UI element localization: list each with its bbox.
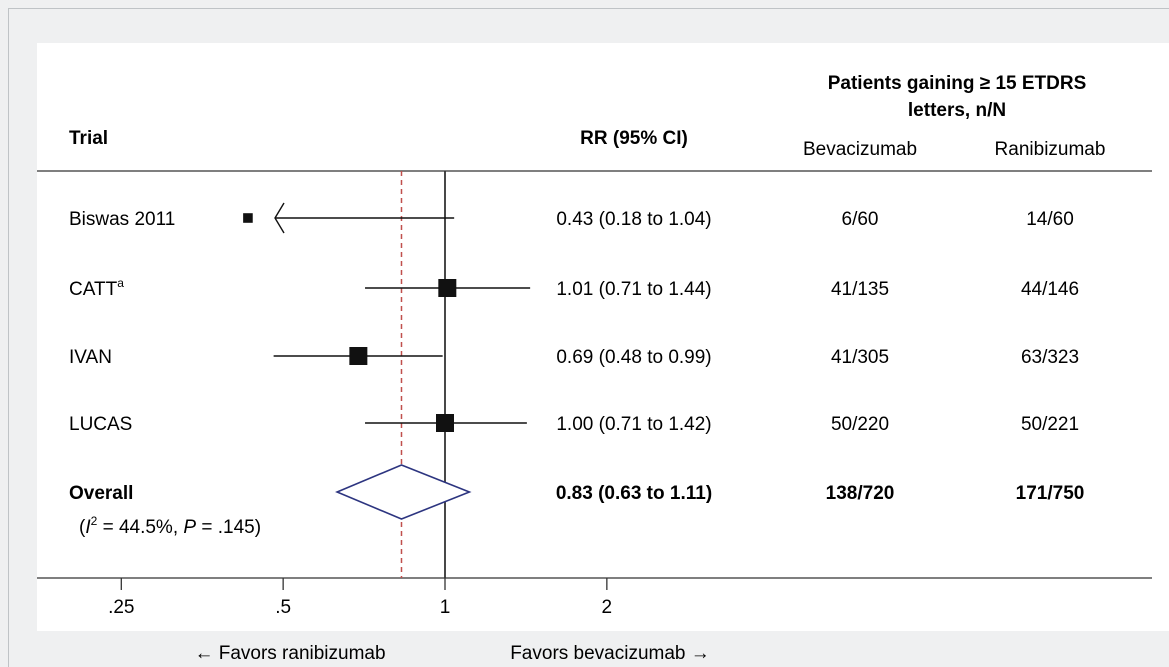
header-bevacizumab: Bevacizumab	[803, 139, 917, 160]
bevacizumab-count: 6/60	[842, 209, 879, 230]
overall-ranibizumab-count: 171/750	[1016, 483, 1085, 504]
study-rows: Biswas 2011 0.43 (0.18 to 1.04) 6/60 14/60 C…	[69, 202, 1079, 435]
study-row: Biswas 2011 0.43 (0.18 to 1.04) 6/60 14/60	[69, 202, 1074, 234]
ci-truncation-arrow	[274, 202, 285, 234]
ranibizumab-count: 44/146	[1021, 279, 1079, 300]
header-trial: Trial	[69, 128, 108, 149]
heterogeneity-sup: 2	[91, 514, 98, 528]
x-tick-label: .25	[108, 597, 134, 618]
study-name: LUCAS	[69, 414, 132, 435]
x-tick-label: 2	[602, 597, 613, 618]
x-axis-ticks: .25 .5 1 2	[108, 578, 612, 618]
point-estimate-square	[349, 347, 368, 365]
header-rr: RR (95% CI)	[580, 128, 688, 149]
frame-top-border	[8, 8, 1169, 9]
ranibizumab-count: 63/323	[1021, 347, 1079, 368]
rr-ci-value: 0.43 (0.18 to 1.04)	[556, 209, 711, 230]
heterogeneity-open: (	[79, 517, 86, 538]
study-name: IVAN	[69, 347, 112, 368]
rr-ci-value: 1.01 (0.71 to 1.44)	[556, 279, 711, 300]
study-name-superscript: a	[117, 276, 124, 290]
bevacizumab-count: 41/135	[831, 279, 889, 300]
x-tick-label: .5	[275, 597, 291, 618]
point-estimate-square	[243, 213, 253, 223]
study-row: CATTa 1.01 (0.71 to 1.44) 41/135 44/146	[69, 276, 1079, 300]
bevacizumab-count: 50/220	[831, 414, 889, 435]
header-ranibizumab: Ranibizumab	[995, 139, 1106, 160]
overall-label: Overall	[69, 483, 133, 504]
heterogeneity-p-value: = .145)	[196, 517, 261, 538]
heterogeneity-p: P	[183, 517, 196, 538]
heterogeneity-value: = 44.5%,	[97, 517, 183, 538]
rr-ci-value: 1.00 (0.71 to 1.42)	[556, 414, 711, 435]
study-row: IVAN 0.69 (0.48 to 0.99) 41/305 63/323	[69, 347, 1079, 368]
overall-row: Overall (I2 = 44.5%, P = .145) 0.83 (0.63 …	[69, 464, 1085, 538]
favors-bevacizumab-label: Favors bevacizumab →	[510, 643, 710, 664]
study-row: LUCAS 1.00 (0.71 to 1.42) 50/220 50/221	[69, 414, 1079, 435]
header-patients-line1: Patients gaining ≥ 15 ETDRS	[828, 73, 1087, 94]
study-name: Biswas 2011	[69, 209, 175, 230]
ranibizumab-count: 50/221	[1021, 414, 1079, 435]
x-tick-label: 1	[440, 597, 451, 618]
frame-left-border	[8, 8, 9, 667]
rr-ci-value: 0.69 (0.48 to 0.99)	[556, 347, 711, 368]
heterogeneity-stat: (I2 = 44.5%, P = .145)	[79, 514, 261, 538]
header-patients-line2: letters, n/N	[908, 100, 1006, 121]
overall-bevacizumab-count: 138/720	[826, 483, 895, 504]
overall-diamond	[335, 464, 472, 520]
point-estimate-square	[436, 414, 454, 432]
heterogeneity-i: I	[85, 517, 91, 538]
point-estimate-square	[438, 279, 457, 297]
ranibizumab-count: 14/60	[1026, 209, 1074, 230]
bevacizumab-count: 41/305	[831, 347, 889, 368]
overall-rr-ci-value: 0.83 (0.63 to 1.11)	[556, 483, 712, 504]
study-name: CATTa	[69, 276, 124, 300]
favors-ranibizumab-label: ← Favors ranibizumab	[194, 643, 385, 664]
plot-panel	[37, 43, 1169, 631]
